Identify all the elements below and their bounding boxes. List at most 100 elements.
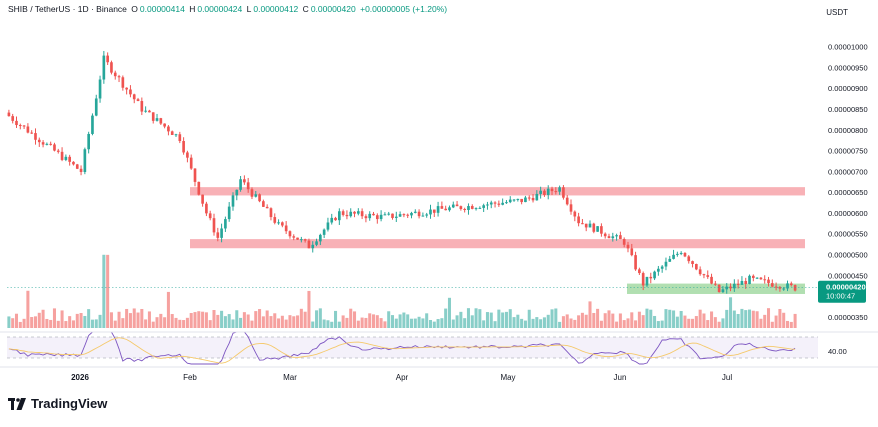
volume-bar — [755, 311, 759, 328]
volume-bar — [341, 315, 345, 328]
candle-body — [167, 126, 170, 132]
volume-bar — [204, 312, 208, 328]
candle-body — [121, 77, 125, 88]
currency-label[interactable]: USDT — [826, 8, 848, 17]
volume-bar — [296, 315, 300, 328]
volume-bar — [672, 310, 676, 328]
candle-body — [687, 256, 691, 262]
candle-body — [56, 150, 60, 152]
open-value: 0.00000414 — [139, 4, 185, 14]
volume-bar — [182, 320, 186, 328]
candle-body — [600, 226, 603, 234]
volume-bar — [98, 314, 102, 328]
volume-bar — [151, 321, 155, 328]
x-tick-label: May — [500, 373, 515, 382]
candle-body — [596, 226, 599, 232]
volume-bar — [128, 313, 132, 328]
volume-bar — [710, 311, 714, 328]
volume-bar — [356, 320, 360, 328]
tradingview-logo[interactable]: TradingView — [8, 396, 107, 411]
candle-body — [710, 276, 713, 284]
volume-bar — [766, 308, 771, 328]
volume-bar — [307, 290, 311, 328]
candle-body — [110, 62, 113, 73]
candle-body — [334, 217, 337, 221]
tradingview-logo-icon — [8, 397, 26, 410]
price-chart[interactable]: 0.00000350 0.00000450 0.00000500 0.00000550… — [0, 0, 878, 390]
candle-body — [205, 203, 208, 214]
candle-body — [524, 197, 527, 203]
candle-body — [406, 214, 410, 216]
volume-bar — [698, 309, 702, 328]
volume-bar — [748, 309, 752, 328]
volume-bar — [736, 313, 740, 328]
candle-body — [159, 118, 163, 124]
volume-bar — [402, 312, 406, 328]
candle-body — [364, 216, 368, 219]
candle-body — [64, 156, 68, 160]
y-tick-label: 0.00000800 — [828, 126, 868, 135]
volume-bar — [201, 311, 205, 328]
volume-bar — [463, 318, 467, 328]
price-label-value: 0.00000420 — [826, 283, 866, 292]
candle-body — [220, 228, 223, 238]
candle-body — [691, 261, 694, 264]
volume-bar — [512, 317, 516, 328]
candle-body — [212, 218, 216, 233]
volume-bar — [763, 314, 767, 328]
volume-bar — [90, 319, 94, 328]
candle-body — [653, 271, 656, 279]
candle-body — [721, 289, 725, 293]
candle-body — [356, 211, 360, 214]
volume-bar — [132, 308, 136, 328]
volume-bar — [774, 315, 778, 328]
volume-bar — [212, 310, 216, 328]
candle-body — [672, 254, 675, 259]
volume-bar — [170, 314, 174, 328]
volume-bar — [102, 254, 106, 328]
candle-body — [474, 208, 478, 210]
volume-bar — [318, 308, 322, 328]
candle-body — [53, 144, 56, 151]
candle-body — [679, 252, 683, 254]
volume-bar — [603, 313, 607, 328]
volume-bar — [383, 321, 387, 328]
volume-bar — [87, 309, 91, 328]
symbol-title[interactable]: SHIB / TetherUS · 1D · Binance — [8, 4, 127, 14]
x-tick-label: Apr — [396, 373, 409, 382]
candle-body — [292, 236, 296, 238]
candle-body — [516, 198, 520, 200]
candle-body — [649, 276, 653, 279]
volume-bar — [520, 318, 524, 328]
volume-bar — [573, 319, 577, 328]
candle-body — [581, 223, 584, 225]
brand-name: TradingView — [31, 396, 108, 411]
y-tick-label: 0.00000950 — [828, 63, 868, 72]
y-tick-label: 0.00000450 — [828, 271, 868, 280]
change-value: +0.00000005 (+1.20%) — [360, 4, 448, 14]
candle-body — [277, 222, 280, 224]
candle-body — [584, 223, 588, 228]
volume-bar — [713, 317, 717, 328]
candle-body — [425, 214, 429, 216]
volume-bar — [33, 316, 38, 328]
low-value: 0.00000412 — [253, 4, 299, 14]
volume-bar — [125, 308, 129, 328]
volume-bar — [645, 308, 649, 328]
candle-body — [660, 266, 664, 269]
candle-body — [300, 239, 303, 241]
candle-body — [34, 133, 37, 140]
candle-body — [421, 215, 425, 217]
volume-bar — [22, 318, 26, 328]
volume-bar — [368, 313, 372, 328]
volume-bar — [106, 254, 110, 328]
y-tick-label: 0.00000600 — [828, 209, 868, 218]
candle-body — [489, 202, 493, 205]
volume-bar — [299, 308, 303, 328]
volume-bar — [223, 316, 227, 328]
candle-body — [265, 206, 269, 209]
volume-bar — [641, 315, 645, 328]
y-tick-label: 0.00000500 — [828, 250, 868, 259]
volume-bar — [664, 309, 668, 328]
volume-bar — [561, 316, 565, 328]
